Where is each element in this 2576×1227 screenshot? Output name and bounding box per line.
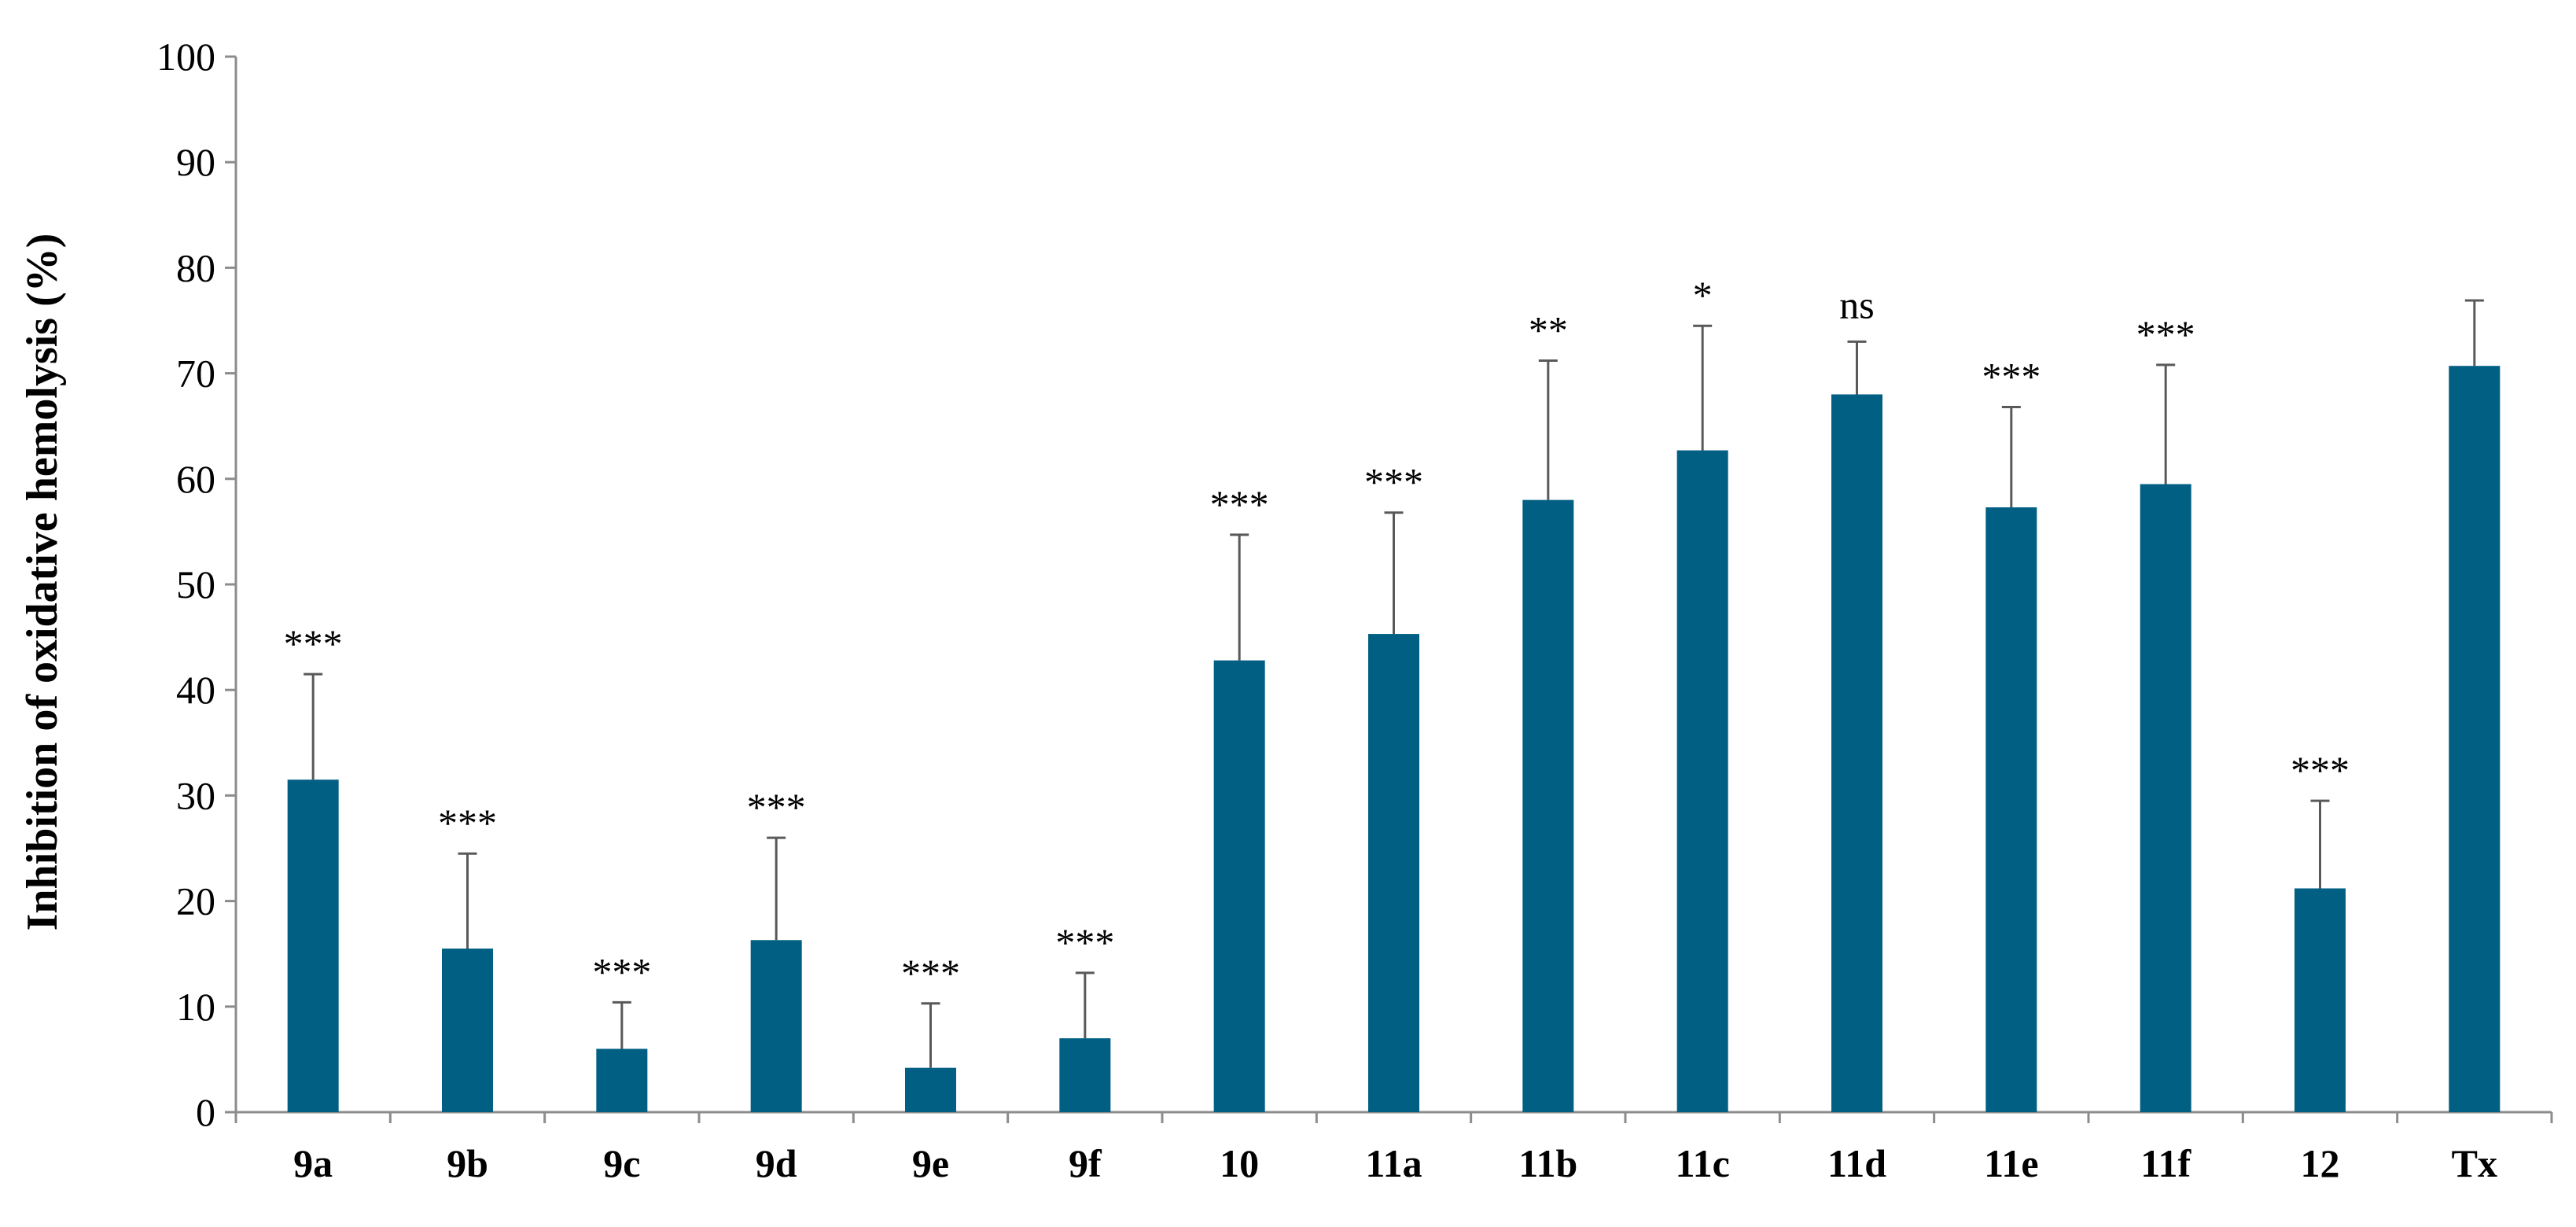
x-tick-label: 9d (756, 1141, 797, 1185)
significance-label: *** (901, 951, 960, 995)
x-tick-label: 9a (293, 1141, 333, 1185)
significance-label: ns (1839, 282, 1874, 326)
bar (1059, 1038, 1111, 1112)
bar (287, 779, 339, 1112)
x-tick-label: 9c (603, 1141, 640, 1185)
y-tick-label: 90 (176, 140, 215, 184)
x-tick-label: 11a (1365, 1141, 1422, 1185)
x-tick-label: 9e (912, 1141, 949, 1185)
significance-label: ** (1529, 308, 1568, 352)
y-tick-label: 80 (176, 245, 215, 289)
y-tick-label: 30 (176, 773, 215, 817)
x-tick-label: Tx (2452, 1141, 2497, 1185)
y-tick-label: 10 (176, 985, 215, 1029)
bar (442, 948, 493, 1112)
y-tick-label: 100 (156, 35, 215, 79)
bar (905, 1067, 956, 1112)
error-bars (304, 299, 2484, 1068)
y-tick-label: 0 (196, 1090, 215, 1134)
x-tick-label: 11c (1675, 1141, 1729, 1185)
y-axis-title: Inhibition of oxidative hemolysis (%) (18, 234, 67, 931)
significance-label: *** (1055, 920, 1114, 964)
bar (1522, 499, 1574, 1112)
bar (2449, 366, 2501, 1112)
x-tick-label: 11d (1827, 1141, 1886, 1185)
x-tick-label: 11e (1984, 1141, 2038, 1185)
y-tick-label: 60 (176, 457, 215, 501)
significance-label: *** (2136, 312, 2195, 356)
significance-label: * (1693, 273, 1713, 317)
significance-label: *** (438, 801, 497, 845)
significance-label: *** (1982, 355, 2041, 399)
bar (750, 940, 802, 1112)
y-axis-title-group: Inhibition of oxidative hemolysis (%) (18, 234, 67, 931)
significance-label: *** (284, 621, 343, 665)
significance-label: *** (2291, 748, 2350, 792)
x-tick-label: 11f (2140, 1141, 2191, 1185)
x-tick-labels: 9a 9b 9c 9d 9e 9f 10 11a 11b 11c 11d 11e 11f 12 Tx (293, 1141, 2497, 1185)
bar (2140, 484, 2191, 1112)
bar (1985, 507, 2037, 1112)
x-tick-label: 9b (447, 1141, 488, 1185)
bar (1368, 634, 1419, 1112)
significance-labels: *************************** ns********* (284, 273, 2350, 995)
y-tick-label: 50 (176, 562, 215, 606)
significance-label: *** (1364, 460, 1423, 504)
x-tick-label: 12 (2301, 1141, 2340, 1185)
bars (287, 366, 2501, 1112)
y-tick-labels: 0 10 20 30 40 50 60 70 80 90 100 (156, 35, 215, 1134)
x-tick-label: 9f (1069, 1141, 1102, 1185)
significance-label: *** (1210, 482, 1269, 526)
significance-label: *** (747, 785, 806, 829)
bar (1676, 450, 1728, 1112)
bar (1213, 660, 1265, 1112)
bar (596, 1048, 648, 1112)
x-tick-label: 11b (1518, 1141, 1577, 1185)
bar (2294, 888, 2346, 1112)
bar (1831, 394, 1882, 1112)
y-tick-label: 40 (176, 668, 215, 712)
y-tick-label: 70 (176, 352, 215, 396)
y-tick-label: 20 (176, 879, 215, 923)
significance-label: *** (592, 949, 651, 993)
x-tick-label: 10 (1220, 1141, 1259, 1185)
